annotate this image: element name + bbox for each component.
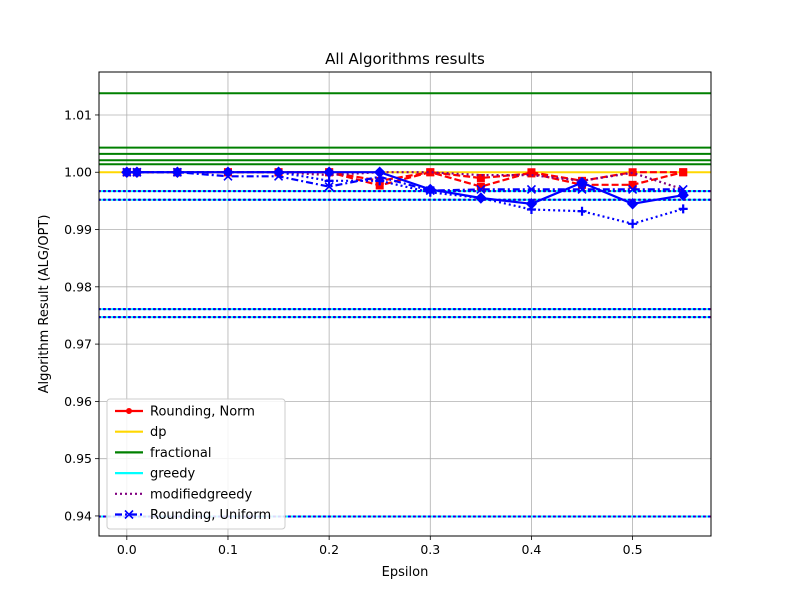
y-axis-ticks: 0.94 0.95 0.96 0.97 0.98 0.99 1.00 1.01: [64, 107, 99, 523]
x-marker: [577, 184, 587, 194]
legend-label: Rounding, Uniform: [150, 508, 271, 523]
y-tick-label: 0.99: [64, 222, 92, 237]
x-marker: [124, 509, 134, 520]
diamond-marker: [272, 166, 285, 178]
square-marker: [628, 180, 637, 189]
diamond-marker: [424, 183, 436, 196]
x-axis-title: Epsilon: [382, 565, 429, 580]
y-tick-label: 0.96: [64, 394, 92, 409]
plus-marker: [628, 219, 638, 229]
legend-label: greedy: [150, 467, 196, 482]
square-marker: [679, 168, 688, 177]
legend-label: Rounding, Norm: [150, 405, 255, 420]
plus-marker: [678, 204, 688, 214]
dot-marker: [126, 408, 132, 414]
diamond-marker: [171, 166, 184, 178]
x-axis-ticks: 0.0 0.1 0.2 0.3 0.4 0.5: [117, 536, 643, 557]
chart-title: All Algorithms results: [325, 50, 485, 68]
x-marker: [526, 184, 537, 194]
diamond-marker: [576, 176, 588, 189]
x-marker: [678, 184, 688, 194]
diamond-marker: [121, 166, 133, 178]
square-marker: [476, 182, 485, 191]
diamond-marker: [222, 166, 234, 178]
plot-frame: [98, 71, 712, 537]
diamond-marker: [131, 166, 143, 178]
x-tick-label: 0.3: [420, 542, 440, 557]
legend-label: dp: [150, 425, 167, 440]
diamond-marker: [323, 166, 335, 178]
diamond-marker: [677, 189, 689, 201]
x-tick-label: 0.5: [623, 542, 643, 557]
reference-lines: [99, 92, 711, 518]
x-tick-label: 0.4: [522, 542, 542, 557]
x-marker: [324, 182, 334, 192]
square-marker: [375, 181, 384, 190]
diamond-marker: [475, 192, 487, 204]
y-tick-label: 0.97: [64, 337, 92, 352]
x-marker: [476, 184, 486, 194]
data-series: [121, 166, 689, 229]
square-marker: [476, 173, 485, 182]
x-tick-label: 0.0: [117, 542, 137, 557]
square-marker: [426, 168, 435, 177]
diamond-marker: [374, 166, 386, 178]
legend-box: [106, 398, 286, 530]
square-marker: [527, 169, 536, 178]
y-tick-label: 0.95: [64, 451, 92, 466]
legend-label: modifiedgreedy: [150, 487, 252, 502]
plus-marker: [577, 206, 587, 216]
y-axis-title: Algorithm Result (ALG/OPT): [37, 215, 52, 394]
x-tick-label: 0.2: [319, 542, 339, 557]
diamond-marker: [525, 198, 538, 210]
x-marker: [628, 184, 638, 194]
diamond-marker: [626, 198, 639, 210]
legend: Rounding, Norm dp fractional greedy modified…: [106, 398, 286, 530]
y-tick-label: 1.01: [64, 107, 92, 122]
y-tick-label: 0.94: [64, 508, 92, 523]
y-tick-label: 0.98: [64, 279, 92, 294]
y-tick-label: 1.00: [64, 165, 92, 180]
x-tick-label: 0.1: [218, 542, 238, 557]
legend-label: fractional: [150, 446, 212, 461]
